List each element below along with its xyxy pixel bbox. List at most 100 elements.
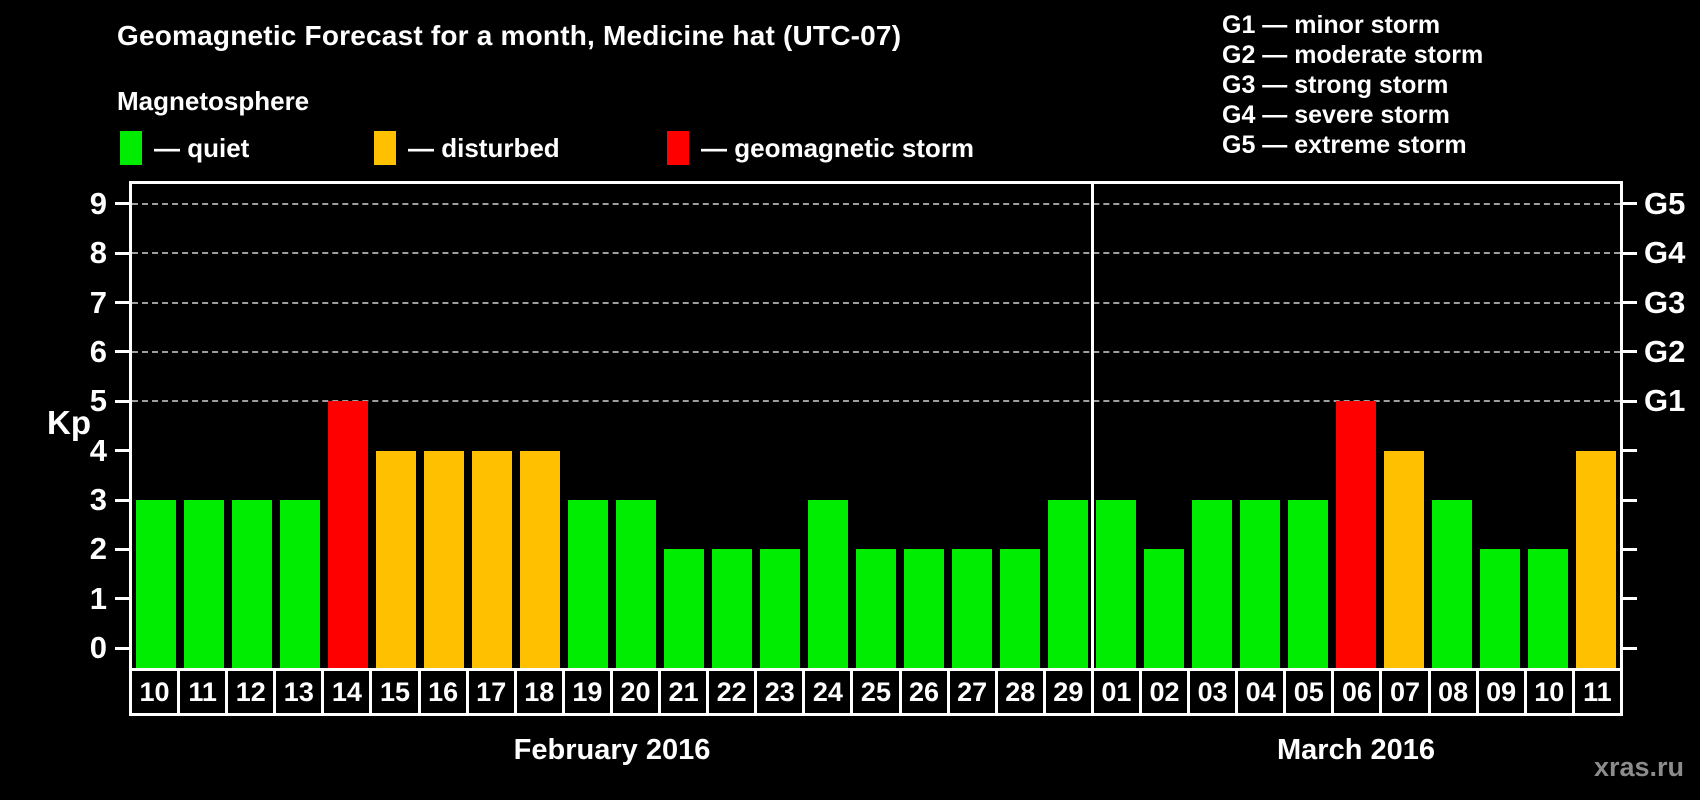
y-axis-tick [115, 350, 129, 353]
gridline-kp5 [132, 400, 1620, 402]
kp-bar-march-04 [1240, 500, 1280, 668]
right-axis-tick [1623, 449, 1637, 452]
quiet-color-swatch [120, 131, 142, 165]
right-axis-tick [1623, 597, 1637, 600]
kp-bar-march-09 [1480, 549, 1520, 668]
day-label-cell: 01 [1090, 668, 1142, 716]
day-label-cell: 21 [658, 668, 710, 716]
right-axis-tick [1623, 202, 1637, 205]
right-axis-tick [1623, 548, 1637, 551]
y-axis-tick [115, 499, 129, 502]
kp-bar-february-18 [520, 451, 560, 668]
day-label-row: 10 11 12 13 14 15 16 17 18 19 20 21 22 23 24 25 26 27 28 29… [129, 668, 1623, 716]
storm-color-swatch [667, 131, 689, 165]
kp-bar-february-28 [1000, 549, 1040, 668]
right-axis-tick [1623, 350, 1637, 353]
kp-bar-february-25 [856, 549, 896, 668]
day-label-cell: 28 [994, 668, 1046, 716]
day-label-cell: 13 [273, 668, 325, 716]
legend-item-disturbed: — disturbed [374, 130, 560, 166]
plot-top-border [129, 181, 1623, 184]
y-tick-label: 9 [89, 186, 107, 221]
day-label-cell: 29 [1042, 668, 1094, 716]
legend-item-label: — quiet [154, 132, 250, 163]
y-axis-tick [115, 548, 129, 551]
kp-bar-february-29 [1048, 500, 1088, 668]
gridline-kp7 [132, 302, 1620, 304]
right-axis-line [1620, 181, 1623, 668]
y-tick-label: 3 [89, 482, 107, 517]
g-axis-label-g1: G1 [1644, 383, 1686, 418]
kp-bar-march-05 [1288, 500, 1328, 668]
storm-scale-line: G5 — extreme storm [1222, 131, 1467, 159]
kp-bar-february-12 [232, 500, 272, 668]
day-label-cell: 23 [754, 668, 806, 716]
kp-bar-march-03 [1192, 500, 1232, 668]
kp-bar-march-07 [1384, 451, 1424, 668]
kp-bar-february-14 [328, 401, 368, 668]
g-axis-label-g3: G3 [1644, 285, 1686, 320]
day-label-cell: 25 [850, 668, 902, 716]
y-axis-tick [115, 400, 129, 403]
day-label-cell: 15 [369, 668, 421, 716]
day-label-cell: 10 [129, 668, 181, 716]
kp-bar-march-06 [1336, 401, 1376, 668]
y-axis-tick [115, 597, 129, 600]
y-axis-tick [115, 202, 129, 205]
month-label-february: February 2016 [513, 734, 711, 766]
kp-bar-march-08 [1432, 500, 1472, 668]
day-label-cell: 16 [417, 668, 469, 716]
gridline-kp9 [132, 203, 1620, 205]
y-axis-tick [115, 252, 129, 255]
kp-bar-march-02 [1144, 549, 1184, 668]
kp-bar-march-11 [1576, 451, 1616, 668]
day-label-cell: 08 [1427, 668, 1479, 716]
day-label-cell: 03 [1187, 668, 1239, 716]
y-tick-label: 4 [89, 433, 107, 468]
storm-scale-line: G3 — strong storm [1222, 71, 1449, 99]
day-label-cell: 20 [609, 668, 662, 716]
day-label-cell: 22 [706, 668, 758, 716]
kp-bar-march-01 [1096, 500, 1136, 668]
legend-item-quiet: — quiet [120, 130, 249, 166]
magnetosphere-legend-title: Magnetosphere [117, 86, 310, 116]
y-tick-label: 0 [89, 630, 107, 665]
day-label-cell: 10 [1523, 668, 1575, 716]
storm-scale-line: G4 — severe storm [1222, 101, 1450, 129]
g-axis-label-g2: G2 [1644, 334, 1686, 369]
kp-bar-february-24 [808, 500, 848, 668]
y-tick-label: 2 [89, 531, 107, 566]
legend-item-label: — geomagnetic storm [701, 132, 975, 163]
gridline-kp8 [132, 252, 1620, 254]
month-label-march: March 2016 [1277, 734, 1435, 766]
legend-item-storm: — geomagnetic storm [667, 130, 974, 166]
kp-bar-february-15 [376, 451, 416, 668]
kp-bar-february-11 [184, 500, 224, 668]
right-axis-tick [1623, 400, 1637, 403]
y-axis-tick [115, 301, 129, 304]
kp-bar-february-10 [136, 500, 176, 668]
kp-bar-february-26 [904, 549, 944, 668]
day-label-cell: 24 [802, 668, 854, 716]
storm-scale-line: G1 — minor storm [1222, 11, 1441, 39]
kp-bar-february-17 [472, 451, 512, 668]
y-tick-label: 5 [89, 383, 107, 418]
kp-bar-february-16 [424, 451, 464, 668]
day-label-cell: 06 [1331, 668, 1383, 716]
y-tick-label: 7 [89, 285, 107, 320]
kp-bar-february-23 [760, 549, 800, 668]
day-label-cell: 26 [898, 668, 950, 716]
y-axis-tick [115, 449, 129, 452]
day-label-cell: 17 [465, 668, 517, 716]
kp-bar-february-13 [280, 500, 320, 668]
y-axis-tick [115, 647, 129, 650]
day-label-cell: 02 [1138, 668, 1191, 716]
y-axis-title: Kp [47, 404, 91, 441]
right-axis-tick [1623, 647, 1637, 650]
kp-bar-february-21 [664, 549, 704, 668]
disturbed-color-swatch [374, 131, 396, 165]
storm-scale-line: G2 — moderate storm [1222, 41, 1484, 69]
kp-bar-february-22 [712, 549, 752, 668]
kp-bar-february-19 [568, 500, 608, 668]
day-label-cell: 05 [1283, 668, 1335, 716]
